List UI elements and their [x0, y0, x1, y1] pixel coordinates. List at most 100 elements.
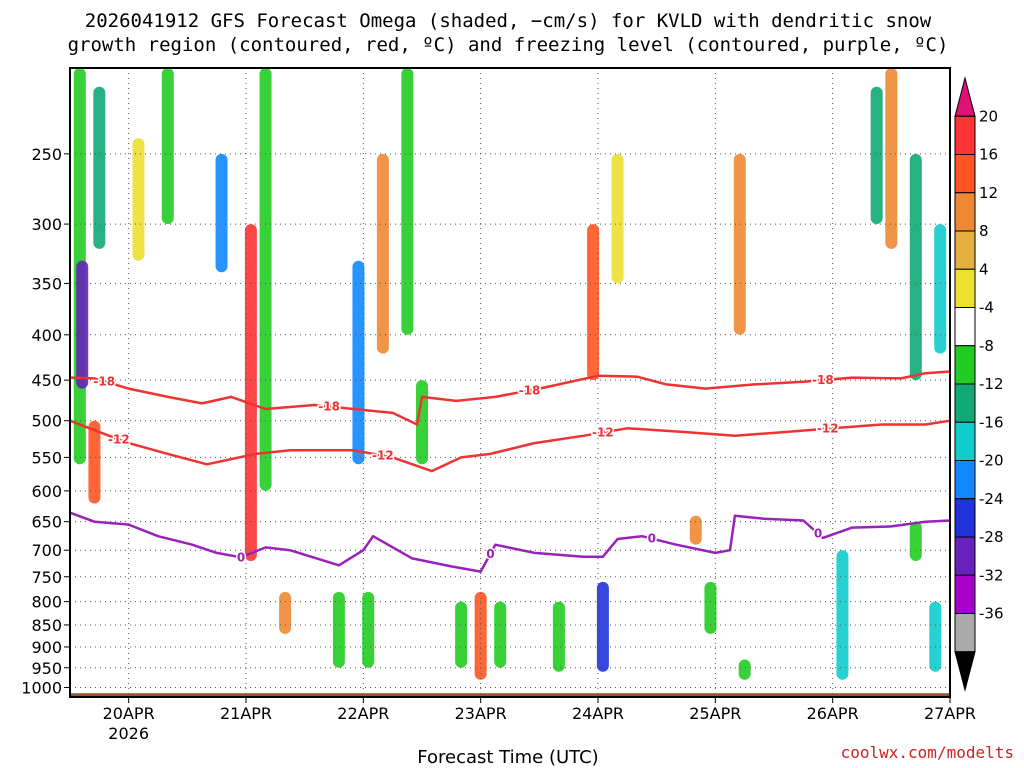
y-tick-label-550: 550: [31, 448, 62, 467]
pressure-axis: 250 300 350 400 450 500 550 600 650 700 750 800 850 9…: [21, 145, 70, 697]
y-tick-label-600: 600: [31, 482, 62, 501]
x-tick-label-25APR: 25APR: [689, 704, 741, 723]
y-tick-label-750: 750: [31, 568, 62, 587]
omega-blob-18: [494, 601, 507, 668]
colorbar-label-2: 12: [979, 184, 998, 202]
x-tick-label-22APR: 22APR: [337, 704, 389, 723]
omega-blob-11: [352, 260, 365, 465]
plot-frame: [69, 67, 951, 698]
colorbar-band-3: [954, 192, 976, 232]
colorbar-label-5: -4: [979, 299, 994, 317]
omega-blob-22: [611, 153, 624, 284]
x-tick-label-23APR: 23APR: [455, 704, 507, 723]
colorbar-band-10: [954, 460, 976, 500]
omega-blob-17: [474, 591, 487, 680]
omega-blob-29: [885, 68, 898, 249]
colorbar-label-12: -32: [979, 566, 1004, 584]
chart-title-line1: 2026041912 GFS Forecast Omega (shaded, −…: [85, 10, 932, 32]
contour-label--18: -18: [519, 383, 541, 397]
y-tick-label-400: 400: [31, 326, 62, 345]
plot-border: [69, 67, 951, 698]
omega-blob-6: [215, 153, 228, 273]
y-tick-label-650: 650: [31, 513, 62, 532]
x-axis-title: Forecast Time (UTC): [417, 747, 598, 768]
y-tick-label-250: 250: [31, 145, 62, 164]
colorbar-label-11: -28: [979, 528, 1004, 546]
contour-label--12: -12: [372, 449, 394, 463]
omega-blob-2: [93, 86, 106, 249]
x-tick-label-21APR: 21APR: [220, 704, 272, 723]
omega-blob-14: [401, 68, 414, 335]
x-tick-label-24APR: 24APR: [572, 704, 624, 723]
omega-blob-32: [929, 601, 942, 672]
omega-blob-12: [376, 153, 389, 354]
y-tick-label-300: 300: [31, 215, 62, 234]
omega-blob-10: [332, 591, 345, 668]
colorbar-band-1: [954, 115, 976, 155]
omega-shading: [73, 68, 947, 680]
colorbar-band-14: [954, 613, 976, 653]
contour-label-0: 0: [814, 527, 822, 541]
contour-label--12: -12: [108, 432, 130, 446]
omega-blob-9: [279, 591, 292, 634]
omega-blob-7: [244, 224, 257, 562]
colorbar-label-3: 8: [979, 222, 989, 240]
contour-0: [69, 511, 951, 573]
omega-blob-27: [836, 550, 849, 680]
omega-blob-1: [76, 260, 89, 389]
colorbar-label-0: 20: [979, 107, 998, 125]
chart-title-line2: growth region (contoured, red, ºC) and f…: [68, 34, 949, 56]
colorbar-band-13: [954, 574, 976, 614]
omega-blob-13: [362, 591, 375, 668]
colorbar-band-4: [954, 230, 976, 270]
ground-fill: [70, 693, 950, 697]
colorbar-band-5: [954, 268, 976, 308]
y-tick-label-850: 850: [31, 616, 62, 635]
omega-blob-30: [909, 153, 922, 381]
contour--18: [69, 370, 951, 426]
ground-strip: [70, 693, 950, 697]
contour-label-0: 0: [648, 532, 656, 546]
omega-blob-4: [132, 138, 145, 261]
colorbar-label-1: 16: [979, 146, 998, 164]
y-tick-label-950: 950: [31, 659, 62, 678]
contour-label-0: 0: [237, 550, 245, 564]
colorbar-band-2: [954, 154, 976, 194]
omega-blob-3: [88, 420, 101, 504]
contour-label--12: -12: [817, 422, 839, 436]
y-tick-label-700: 700: [31, 541, 62, 560]
x-tick-label-26APR: 26APR: [807, 704, 859, 723]
contour-label--12: -12: [592, 425, 614, 439]
colorbar-label-6: -8: [979, 337, 994, 355]
credit-link[interactable]: coolwx.com/modelts: [841, 743, 1014, 762]
colorbar-band-12: [954, 536, 976, 576]
y-tick-label-900: 900: [31, 638, 62, 657]
colorbar-band-11: [954, 498, 976, 538]
omega-blob-31: [934, 224, 947, 354]
contour-label-0: 0: [486, 547, 494, 561]
colorbar: 20 16 12 8 4 -4 -8 -12 -16 -20 -24 -28 -32 -36: [954, 76, 1004, 692]
colorbar-label-7: -12: [979, 375, 1004, 393]
y-tick-label-800: 800: [31, 593, 62, 612]
colorbar-label-9: -20: [979, 452, 1004, 470]
colorbar-label-13: -36: [979, 605, 1004, 623]
colorbar-label-4: 4: [979, 260, 989, 278]
colorbar-arrow-top: [954, 76, 976, 117]
colorbar-label-8: -16: [979, 413, 1004, 431]
contour-lines: -18 -18 -18 -18 -12 -12 -12 -12 0 0 0 0: [69, 370, 951, 573]
colorbar-arrow-bottom: [954, 651, 976, 692]
colorbar-label-10: -24: [979, 490, 1004, 508]
omega-blob-28: [870, 86, 883, 225]
contour-label--18: -18: [318, 399, 340, 413]
x-tick-label-27APR: 27APR: [924, 704, 976, 723]
y-tick-label-500: 500: [31, 412, 62, 431]
y-tick-label-1000: 1000: [21, 678, 62, 697]
contour-label--18: -18: [93, 374, 115, 388]
y-tick-label-450: 450: [31, 371, 62, 390]
contour-label--18: -18: [812, 373, 834, 387]
colorbar-band-6: [954, 307, 976, 347]
omega-blob-16: [455, 601, 468, 668]
grid-lines: [70, 68, 951, 697]
